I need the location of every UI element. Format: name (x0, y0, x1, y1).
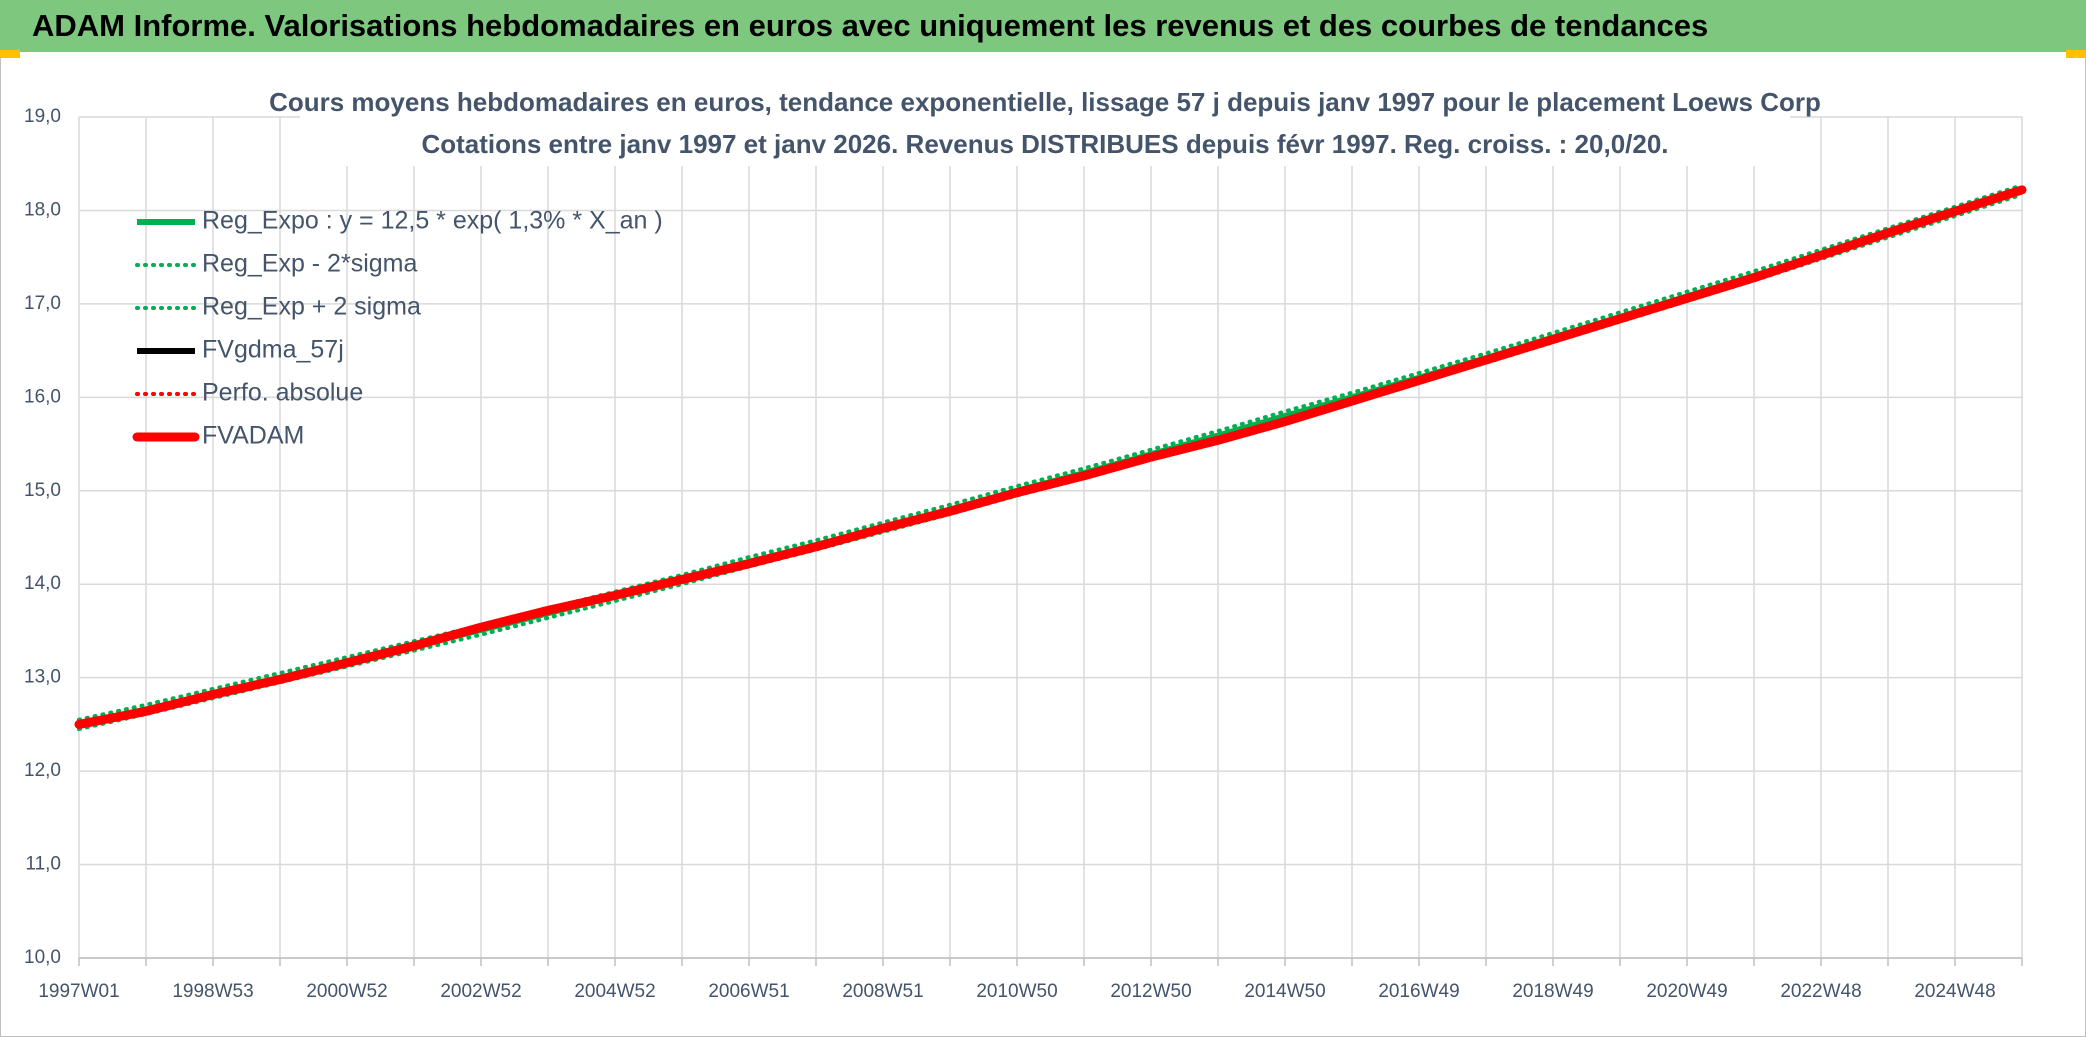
chart-subtitle: Cotations entre janv 1997 et janv 2026. … (421, 129, 1668, 159)
legend-label: Perfo. absolue (202, 379, 363, 407)
corner-mark (0, 50, 20, 58)
legend-label: Reg_Exp - 2*sigma (202, 250, 417, 278)
y-tick-label: 19,0 (24, 106, 61, 127)
y-tick-label: 13,0 (24, 667, 61, 688)
y-tick-label: 14,0 (24, 573, 61, 594)
x-tick-label: 2010W50 (976, 981, 1057, 1002)
header-title: ADAM Informe. Valorisations hebdomadaire… (32, 8, 1708, 43)
legend-label: Reg_Exp + 2 sigma (202, 293, 421, 321)
y-tick-label: 16,0 (24, 386, 61, 407)
legend-label: Reg_Expo : y = 12,5 * exp( 1,3% * X_an ) (202, 207, 663, 235)
x-tick-label: 2024W48 (1914, 981, 1995, 1002)
y-tick-label: 10,0 (24, 947, 61, 968)
chart-title: Cours moyens hebdomadaires en euros, ten… (269, 87, 1821, 117)
title-background (300, 86, 1790, 166)
x-tick-label: 2004W52 (574, 981, 655, 1002)
x-tick-label: 2016W49 (1378, 981, 1459, 1002)
x-tick-label: 2022W48 (1780, 981, 1861, 1002)
x-tick-label: 2008W51 (842, 981, 923, 1002)
legend-label: FVADAM (202, 422, 304, 450)
x-tick-label: 2018W49 (1512, 981, 1593, 1002)
y-tick-label: 12,0 (24, 760, 61, 781)
x-tick-label: 2002W52 (440, 981, 521, 1002)
series-line (74, 185, 2027, 729)
y-tick-label: 18,0 (24, 199, 61, 220)
header-bar (0, 0, 2086, 52)
y-tick-label: 11,0 (25, 854, 61, 875)
legend: Reg_Expo : y = 12,5 * exp( 1,3% * X_an )… (132, 207, 663, 450)
x-tick-label: 1997W01 (38, 981, 119, 1002)
x-tick-label: 2012W50 (1110, 981, 1191, 1002)
x-tick-label: 1998W53 (172, 981, 253, 1002)
x-tick-label: 2006W51 (708, 981, 789, 1002)
corner-mark (2066, 50, 2086, 58)
legend-label: FVgdma_57j (202, 336, 344, 364)
x-tick-label: 2000W52 (306, 981, 387, 1002)
y-tick-label: 15,0 (24, 480, 61, 501)
series-line (77, 183, 2024, 722)
lines (74, 183, 2027, 732)
y-tick-label: 17,0 (24, 293, 61, 314)
x-tick-label: 2020W49 (1646, 981, 1727, 1002)
x-tick-label: 2014W50 (1244, 981, 1325, 1002)
